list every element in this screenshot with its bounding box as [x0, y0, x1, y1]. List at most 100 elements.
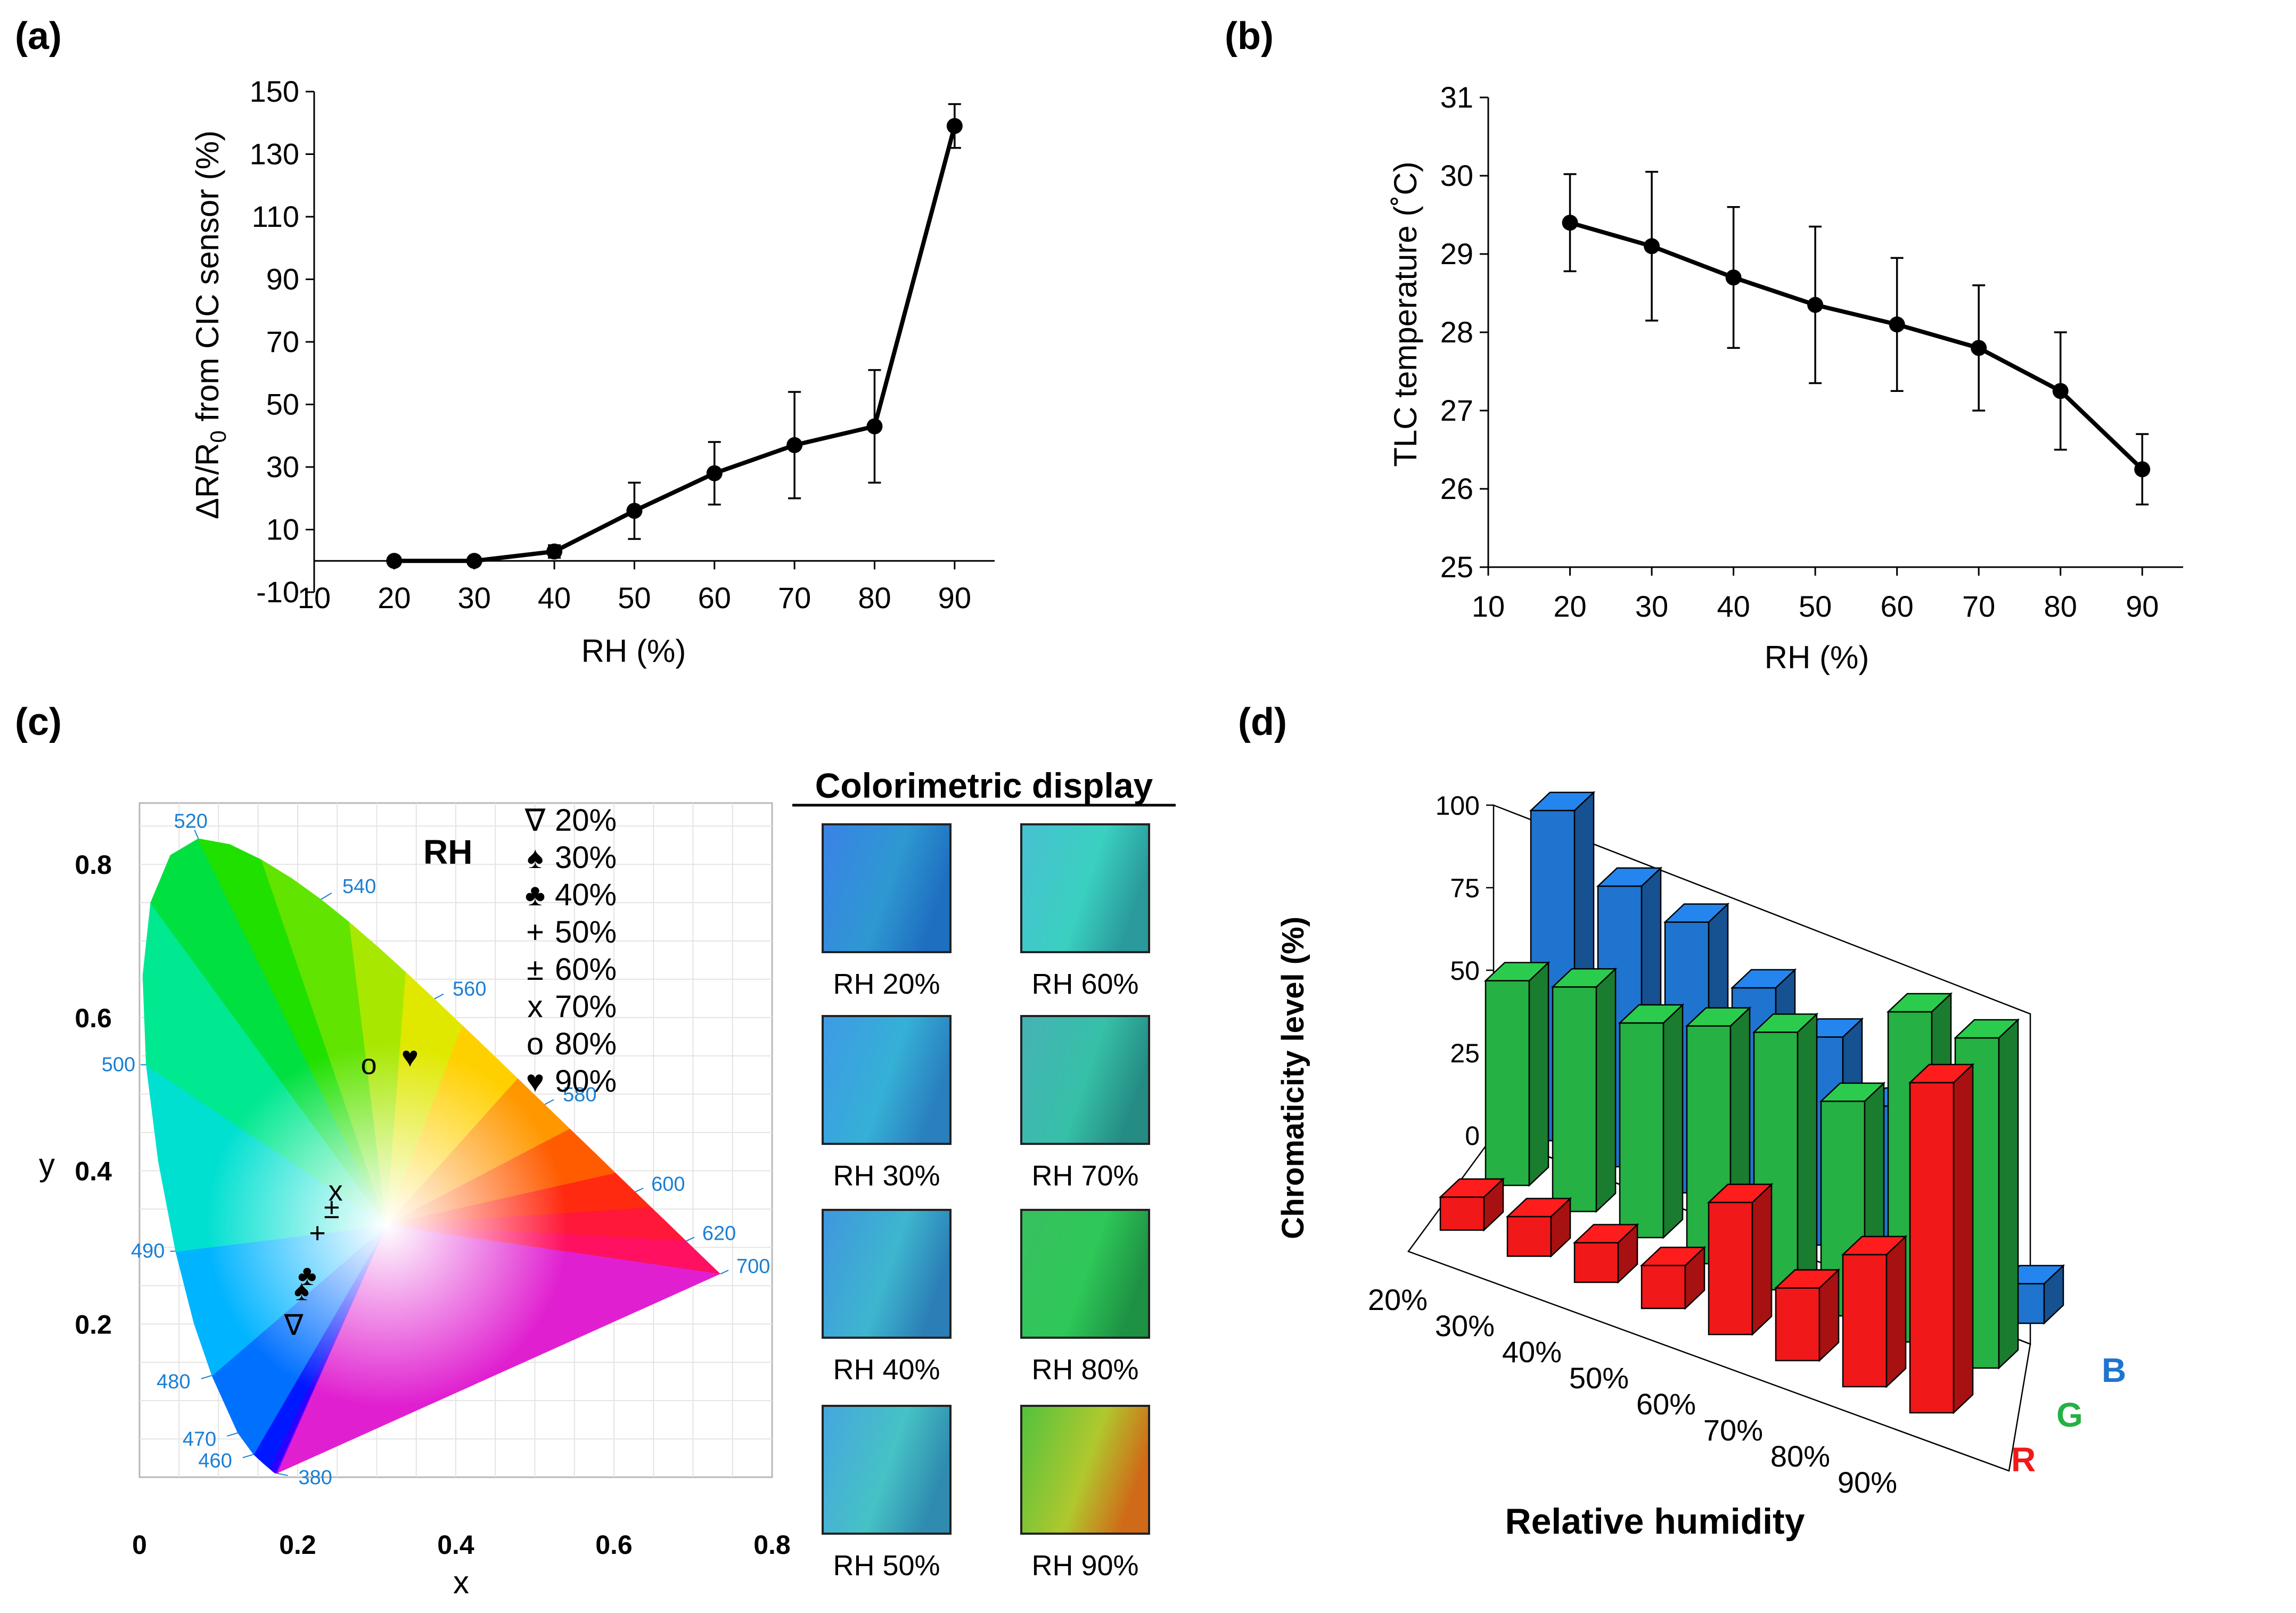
- wavelength-tick: [434, 993, 444, 1000]
- color-swatch-label: RH 50%: [833, 1550, 940, 1582]
- cie-axis-ticks: 0 0.2 0.4 0.6 0.8 0.2 0.4 0.6 0.8: [75, 850, 790, 1560]
- cie-ytick-label: 0.2: [75, 1309, 112, 1339]
- cie-chromaticity-gamut: [142, 838, 720, 1474]
- panel-b-label: (b): [1225, 15, 1274, 58]
- bar3d-side-face: [1998, 1018, 2019, 1370]
- color-swatch-label: RH 40%: [833, 1354, 940, 1386]
- cie-point-40%: ♣: [298, 1259, 316, 1291]
- bar3d-G-20%: [1483, 961, 1551, 1187]
- bar3d-side-face: [1885, 1235, 1907, 1388]
- panel-b-ytick-label: 27: [1440, 394, 1473, 427]
- panel-b-series: [1562, 170, 2151, 506]
- cie-legend-label: 50%: [555, 915, 617, 949]
- swatch-grid: RH 20% RH 30% RH 40% RH 50% RH 60% RH 70% RH 8…: [822, 823, 1150, 1582]
- bar3d-G-40%: [1618, 1003, 1685, 1239]
- bar3d-category-label: 60%: [1636, 1387, 1696, 1421]
- bar3d-category-label: 70%: [1703, 1413, 1763, 1447]
- panel-b-xtick-label: 60: [1880, 589, 1913, 623]
- color-swatch-label: RH 80%: [1031, 1354, 1138, 1386]
- wavelength-tick: [242, 1454, 254, 1459]
- wavelength-label: 520: [174, 810, 208, 832]
- bar3d-category-label: 90%: [1838, 1465, 1897, 1499]
- cie-legend-label: 20%: [555, 803, 617, 838]
- bar3d-front-face: [1641, 1265, 1686, 1309]
- bar3d-top-face: [1707, 1183, 1774, 1203]
- bar3d-R-90%: [1908, 1063, 1975, 1414]
- bar3d-xlabel: Relative humidity: [1505, 1501, 1805, 1542]
- bar3d-labels: 20%30%40%50%60%70%80%90% BGR: [1368, 1283, 2126, 1499]
- panel-a-data-point: [626, 503, 643, 519]
- panel-b-xtick-label: 50: [1799, 589, 1832, 623]
- panel-a-ylabel: ΔR/R0 from CIC sensor (%): [190, 130, 231, 519]
- cie-xtick-label: 0: [132, 1530, 147, 1560]
- wavelength-tick: [321, 892, 332, 900]
- panel-b-data-point: [1807, 297, 1824, 313]
- bar3d-R-50%: [1639, 1246, 1707, 1310]
- cie-legend-symbol: +: [526, 915, 544, 949]
- panel-b-xlabel: RH (%): [1765, 640, 1869, 675]
- cie-point-90%: ♥: [401, 1041, 419, 1073]
- bar3d-side-face: [1528, 961, 1549, 1187]
- bar3d-top-face: [1618, 1004, 1685, 1024]
- bar3d-R-40%: [1572, 1223, 1639, 1284]
- bar3d-top-face: [1685, 1007, 1752, 1027]
- panel-a-xtick-label: 30: [458, 581, 491, 615]
- panel-a-xtick-label: 80: [858, 581, 891, 615]
- panel-b-xtick-label: 20: [1553, 589, 1586, 623]
- cie-point-50%: +: [309, 1217, 326, 1249]
- cie-legend-title: RH: [423, 833, 472, 871]
- bar3d-top-face: [1505, 1198, 1572, 1217]
- bar3d-ytick-label: 50: [1450, 956, 1480, 986]
- bar3d-front-face: [1485, 980, 1530, 1186]
- bar3d-top-face: [1730, 969, 1797, 989]
- bar3d-top-face: [1483, 962, 1551, 981]
- bar3d-ytick-label: 25: [1450, 1038, 1480, 1068]
- bar3d-side-face: [1662, 1003, 1684, 1239]
- panel-a-xtick-label: 70: [778, 581, 811, 615]
- color-swatch-label: RH 70%: [1031, 1160, 1138, 1192]
- color-swatch: [822, 1405, 952, 1535]
- bar3d-top-face: [1953, 1019, 2020, 1039]
- cie-legend-symbol: ♥: [526, 1064, 544, 1099]
- bar3d-R-70%: [1774, 1268, 1841, 1362]
- bar3d-R-60%: [1707, 1183, 1774, 1336]
- panel-a-xtick-label: 90: [938, 581, 971, 615]
- panel-b-data-point: [1644, 238, 1660, 255]
- color-swatch-label: RH 90%: [1031, 1550, 1138, 1582]
- cie-xtick-label: 0.8: [753, 1530, 791, 1560]
- panel-b-xtick-label: 90: [2126, 589, 2159, 623]
- wavelength-label: 500: [102, 1053, 135, 1076]
- wavelength-tick: [194, 830, 199, 839]
- panel-a-xtick-label: 20: [378, 581, 411, 615]
- bar3d-series-label: B: [2102, 1351, 2126, 1389]
- bar3d-side-face: [1797, 1012, 1818, 1291]
- bar3d-side-face: [1953, 1063, 1974, 1414]
- bar3d-series-label: R: [2011, 1440, 2036, 1479]
- wavelength-label: 560: [453, 978, 486, 1001]
- color-swatch-label: RH 20%: [833, 968, 940, 1000]
- cie-point-30%: ♠: [294, 1275, 309, 1307]
- panel-b-ytick-label: 29: [1440, 237, 1473, 271]
- cie-legend-symbol: o: [527, 1027, 544, 1061]
- color-swatch-label: RH 30%: [833, 1160, 940, 1192]
- panel-b-ytick-label: 30: [1440, 159, 1473, 192]
- bar3d-top-face: [1596, 867, 1663, 887]
- wavelength-label: 490: [131, 1240, 165, 1263]
- wavelength-label: 540: [342, 875, 376, 898]
- bar3d-ytick-label: 0: [1465, 1121, 1480, 1151]
- panel-b-ytick-label: 28: [1440, 315, 1473, 349]
- panel-a-data-point: [706, 465, 723, 481]
- cie-legend-label: 60%: [555, 952, 617, 987]
- cie-point-70%: x: [329, 1175, 343, 1207]
- panel-a-xtick-label: 10: [298, 581, 331, 615]
- bar3d-category-label: 50%: [1569, 1361, 1629, 1395]
- cie-legend-label: 80%: [555, 1027, 617, 1061]
- bar3d-category-label: 20%: [1368, 1283, 1428, 1316]
- cie-legend-symbol: ∇: [524, 803, 546, 838]
- panel-b-xtick-label: 80: [2044, 589, 2077, 623]
- bar3d-front-face: [1842, 1254, 1888, 1388]
- panel-b-series-line: [1569, 220, 2144, 471]
- bar3d-front-face: [1775, 1287, 1821, 1362]
